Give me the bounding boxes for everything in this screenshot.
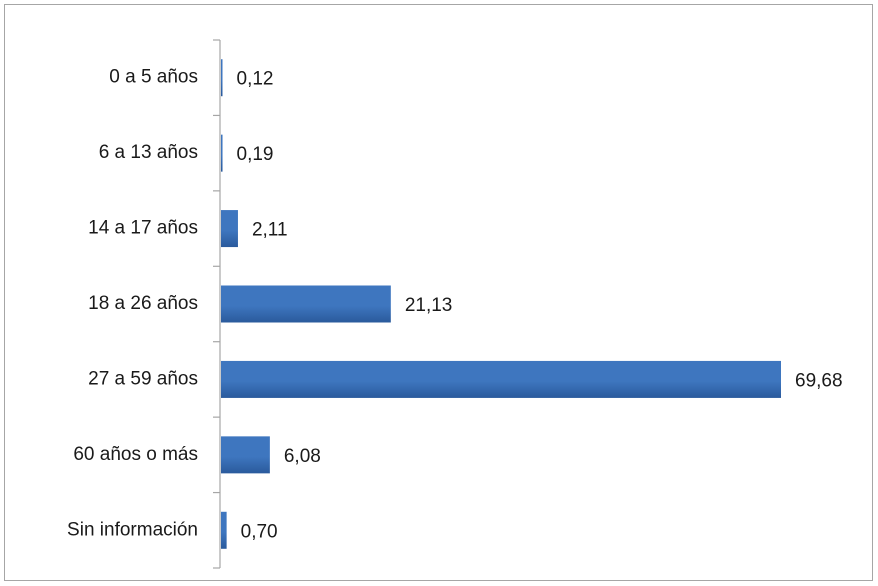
chart-frame — [4, 4, 873, 581]
data-label: 21,13 — [405, 295, 453, 316]
bars — [221, 59, 781, 549]
value-labels: 0,12 0,19 2,11 21,13 69,68 6,08 0,70 — [237, 69, 843, 543]
category-label: Sin información — [67, 519, 198, 540]
data-label: 2,11 — [252, 220, 288, 241]
data-label: 0,12 — [237, 69, 274, 90]
category-labels: 0 a 5 años 6 a 13 años 14 a 17 años 18 a 26… — [67, 67, 198, 541]
category-label: 6 a 13 años — [99, 142, 198, 163]
category-label: 0 a 5 años — [109, 67, 198, 88]
bar — [221, 285, 391, 323]
category-label: 18 a 26 años — [88, 293, 198, 314]
category-label: 60 años o más — [73, 444, 198, 465]
bar — [221, 134, 223, 172]
category-label: 14 a 17 años — [88, 218, 198, 239]
data-label: 0,70 — [241, 521, 278, 542]
bar — [221, 511, 227, 549]
bar — [221, 210, 238, 248]
data-label: 0,19 — [237, 144, 274, 165]
data-label: 69,68 — [795, 370, 843, 391]
bar — [221, 436, 270, 474]
bar — [221, 360, 781, 398]
category-label: 27 a 59 años — [88, 368, 198, 389]
y-axis — [213, 39, 221, 569]
data-label: 6,08 — [284, 446, 321, 467]
bar — [221, 59, 223, 97]
